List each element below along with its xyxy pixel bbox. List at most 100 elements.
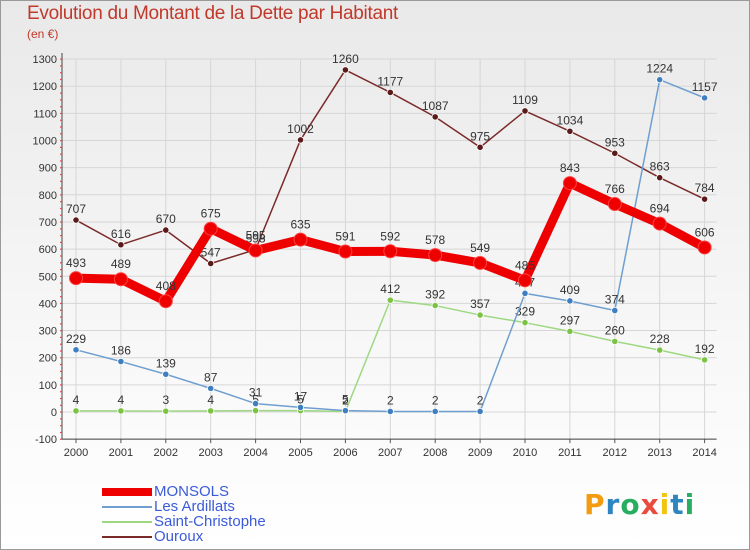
data-point (296, 403, 305, 411)
data-point (566, 127, 574, 135)
x-tick-label: 2003 (198, 447, 222, 459)
data-label: 1260 (332, 52, 359, 66)
y-minor-tick (60, 323, 62, 325)
data-point (386, 88, 394, 97)
legend-item: Saint-Christophe (102, 513, 322, 530)
data-point (162, 407, 170, 415)
data-point (72, 407, 80, 415)
data-point (431, 301, 439, 310)
y-minor-tick (60, 235, 62, 237)
y-minor-tick (60, 418, 62, 420)
y-tick-label: 0 (51, 407, 57, 419)
y-minor-tick (60, 275, 62, 277)
data-point (113, 272, 128, 287)
chart-title: Evolution du Montant de la Dette par Hab… (27, 3, 398, 24)
y-minor-tick (60, 167, 62, 169)
data-point (117, 241, 125, 249)
data-point (656, 346, 664, 354)
y-minor-tick (60, 214, 62, 216)
data-point (117, 357, 125, 366)
y-minor-tick (60, 160, 62, 162)
data-label: 2 (432, 393, 439, 407)
y-minor-tick (60, 133, 62, 135)
data-point (252, 399, 260, 408)
legend-label: Les Ardillats (154, 498, 235, 515)
data-label: 297 (560, 313, 580, 327)
y-minor-tick (60, 357, 62, 359)
data-point (476, 407, 484, 416)
data-label: 31 (249, 386, 263, 400)
x-tick-label: 2000 (64, 447, 88, 459)
data-label: 260 (605, 323, 625, 337)
data-label: 485 (515, 258, 535, 272)
data-point (386, 296, 394, 304)
x-tick-label: 2010 (513, 447, 537, 459)
data-point (341, 407, 349, 415)
data-label: 1157 (692, 80, 718, 94)
data-point (341, 66, 349, 74)
data-label: 766 (605, 182, 625, 196)
y-minor-tick (60, 58, 62, 60)
data-point (656, 76, 664, 84)
y-minor-tick (60, 194, 62, 196)
data-point (566, 297, 574, 305)
data-label: 975 (470, 129, 490, 143)
data-label: 493 (66, 256, 86, 270)
data-point (566, 327, 574, 335)
y-minor-tick (60, 438, 62, 440)
data-label: 675 (201, 207, 221, 221)
y-minor-tick (60, 397, 62, 400)
data-point (207, 259, 215, 268)
data-label: 953 (605, 135, 625, 149)
data-label: 228 (650, 332, 670, 346)
data-label: 1087 (422, 99, 449, 113)
legend: MONSOLS Les Ardillats Saint-Christophe Ouro… (102, 483, 322, 545)
data-point (656, 174, 664, 182)
data-label: 3 (162, 393, 169, 407)
legend-item: Les Ardillats (102, 498, 322, 515)
y-tick-label: 700 (39, 217, 57, 229)
y-minor-tick (60, 78, 62, 81)
data-label: 1034 (557, 113, 584, 127)
logo-letter: o (620, 488, 641, 521)
y-minor-tick (60, 296, 62, 298)
data-point (428, 248, 443, 263)
y-minor-tick (60, 99, 62, 101)
data-point (158, 294, 173, 309)
y-tick-label: 1300 (33, 54, 57, 66)
data-point (521, 107, 529, 115)
legend-swatch (102, 506, 152, 508)
data-point (162, 226, 170, 234)
logo-letter: r (605, 488, 621, 521)
data-label: 17 (294, 389, 308, 403)
data-label: 549 (470, 241, 490, 255)
data-point (476, 143, 484, 151)
legend-item: MONSOLS (102, 483, 322, 500)
y-minor-tick (60, 106, 62, 108)
y-minor-tick (60, 92, 62, 94)
legend-swatch (102, 521, 152, 523)
y-minor-tick (60, 343, 62, 345)
data-point (652, 216, 667, 231)
y-tick-label: -100 (35, 434, 57, 446)
y-minor-tick (60, 153, 62, 155)
x-tick-label: 2006 (333, 447, 357, 459)
data-label: 592 (380, 229, 400, 243)
data-label: 4 (207, 393, 214, 407)
y-tick-label: 200 (39, 353, 57, 365)
y-minor-tick (60, 85, 62, 87)
data-label: 192 (695, 342, 715, 356)
y-minor-tick (60, 262, 62, 264)
data-point (611, 306, 619, 315)
data-point (611, 149, 619, 157)
y-tick-label: 1200 (33, 81, 57, 93)
data-label: 408 (156, 279, 176, 293)
data-label: 4 (118, 393, 125, 407)
data-label: 489 (111, 257, 131, 271)
x-tick-label: 2002 (154, 447, 178, 459)
y-minor-tick (60, 201, 62, 203)
y-minor-tick (60, 316, 62, 318)
data-label: 1002 (287, 122, 314, 136)
data-point (607, 197, 622, 212)
y-minor-tick (60, 173, 62, 176)
